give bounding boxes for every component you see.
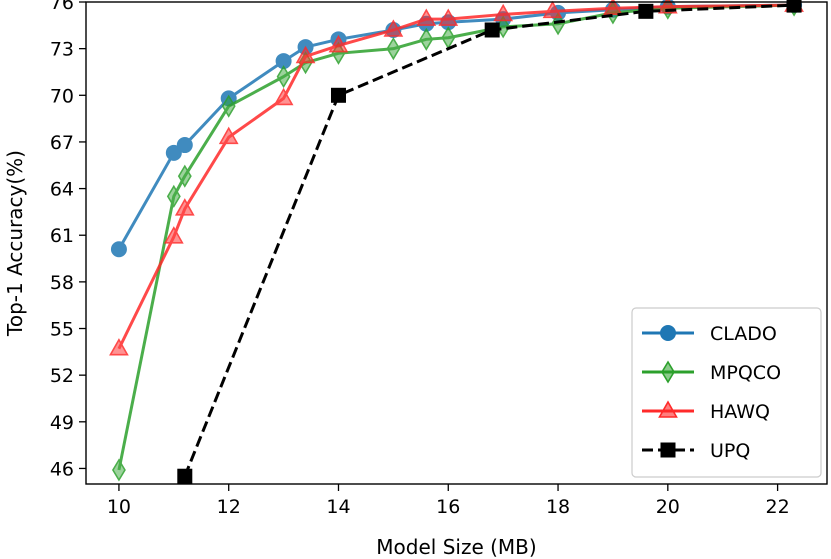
hawq-point <box>383 19 404 37</box>
legend-label: MPQCO <box>710 362 781 384</box>
legend-item-mpqco: MPQCO <box>642 360 781 384</box>
clado-point <box>165 144 182 161</box>
y-tick-label: 76 <box>50 0 74 14</box>
legend-label: HAWQ <box>710 401 770 423</box>
hawq-point <box>295 45 316 64</box>
mpqco-point <box>177 164 192 188</box>
y-tick-label: 52 <box>50 365 74 387</box>
legend-swatch-marker <box>660 325 676 341</box>
y-axis-label: Top-1 Accuracy(%) <box>3 150 27 337</box>
hawq-point <box>174 198 195 216</box>
mpqco-point <box>221 94 236 118</box>
hawq-point <box>218 126 239 145</box>
clado-point <box>176 137 193 154</box>
y-tick-label: 70 <box>50 85 74 107</box>
plot-frame <box>85 1 828 485</box>
x-tick-label: 16 <box>436 496 460 518</box>
legend-swatch-marker <box>661 360 675 384</box>
x-tick-label: 12 <box>217 496 241 518</box>
upq-point <box>638 3 654 19</box>
y-tick-label: 61 <box>50 225 74 247</box>
y-tick-label: 67 <box>50 132 74 154</box>
clado-line <box>117 3 795 250</box>
hawq-line <box>117 3 795 350</box>
series-upq <box>177 0 802 484</box>
legend-label: CLADO <box>710 323 777 345</box>
hawq-point <box>493 3 514 22</box>
mpqco-point <box>419 27 434 51</box>
clado-point <box>275 53 292 70</box>
legend-item-clado: CLADO <box>642 323 777 345</box>
legend-box <box>631 307 822 478</box>
y-tick-label: 58 <box>50 272 74 294</box>
y-tick-label: 49 <box>50 412 74 434</box>
hawq-point <box>542 0 563 19</box>
hawq-point <box>109 338 129 356</box>
legend-swatch-marker <box>658 400 678 418</box>
y-tick-label: 55 <box>50 319 74 341</box>
x-tick-label: 22 <box>766 496 790 518</box>
x-tick-label: 10 <box>107 496 131 518</box>
mpqco-point <box>166 184 181 208</box>
hawq-point <box>438 8 459 26</box>
x-tick-label: 18 <box>546 496 570 518</box>
mpqco-point <box>112 458 126 482</box>
mpqco-point <box>386 37 401 61</box>
upq-point <box>177 468 193 484</box>
upq-point <box>786 0 802 13</box>
legend-swatch-marker <box>660 442 676 458</box>
legend-item-hawq: HAWQ <box>642 400 770 423</box>
legend-item-upq: UPQ <box>642 440 750 462</box>
series-hawq <box>109 0 804 356</box>
y-tick-label: 46 <box>50 458 74 480</box>
x-tick-label: 20 <box>656 496 680 518</box>
x-axis-label: Model Size (MB) <box>376 535 536 559</box>
upq-point <box>330 87 346 103</box>
clado-point <box>110 241 127 258</box>
upq-point <box>484 22 500 38</box>
x-tick-label: 14 <box>326 496 350 518</box>
y-tick-label: 64 <box>50 179 74 201</box>
legend-label: UPQ <box>710 440 750 462</box>
hawq-point <box>273 87 294 106</box>
hawq-point <box>328 34 349 53</box>
mpqco-point <box>441 26 456 50</box>
hawq-point <box>163 226 184 244</box>
mpqco-point <box>276 65 291 89</box>
hawq-point <box>416 8 437 26</box>
y-tick-label: 73 <box>50 39 74 61</box>
series-layer <box>109 0 804 484</box>
legend: CLADO MPQCO HAWQ UPQ <box>631 307 822 478</box>
axis-layer: 10 12 14 16 18 20 22 46 49 52 55 58 61 64 67 70 73 76 <box>50 0 790 518</box>
hawq-point <box>603 0 623 16</box>
